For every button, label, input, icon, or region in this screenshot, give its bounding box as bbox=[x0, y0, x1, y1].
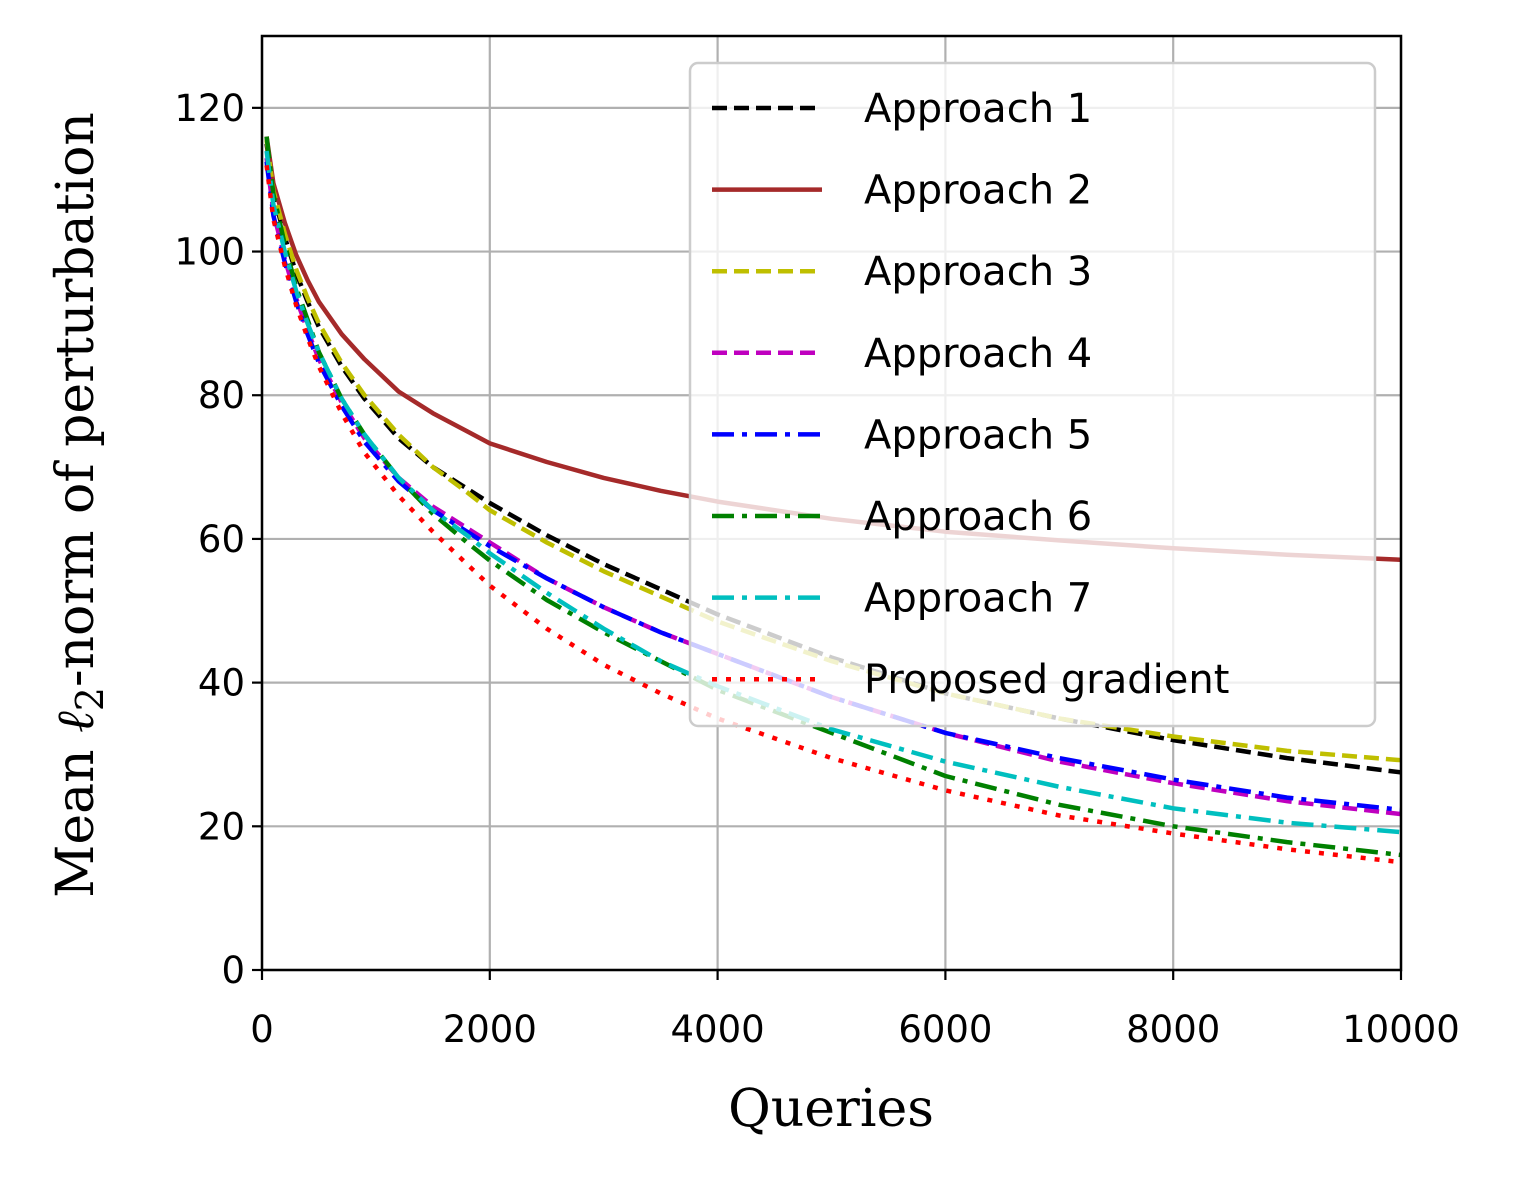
legend-box bbox=[688, 61, 1377, 728]
y-tick-label: 0 bbox=[221, 949, 245, 992]
series-line-proposed-gradient bbox=[264, 165, 1402, 865]
x-tick-label: 2000 bbox=[443, 1008, 537, 1051]
series-line-approach-7 bbox=[264, 150, 1402, 835]
y-tick-label: 80 bbox=[198, 374, 245, 417]
plot-frame bbox=[260, 34, 1403, 972]
x-tick-label: 4000 bbox=[671, 1008, 765, 1051]
x-tick-label: 8000 bbox=[1126, 1008, 1220, 1051]
series-line-approach-6 bbox=[264, 136, 1402, 858]
x-tick-label: 10000 bbox=[1342, 1008, 1460, 1051]
series-line-approach-4 bbox=[264, 157, 1402, 817]
y-tick-label: 40 bbox=[198, 662, 245, 705]
legend-label: Approach 7 bbox=[864, 576, 1092, 622]
y-axis-title: Mean ℓ2-norm of perturbation bbox=[46, 112, 112, 898]
legend-label: Approach 4 bbox=[864, 331, 1092, 377]
legend-label: Approach 1 bbox=[864, 86, 1092, 132]
legend-label: Proposed gradient bbox=[864, 657, 1229, 703]
legend: Approach 1 Approach 2 Approach 3 Approach 4… bbox=[688, 61, 1377, 728]
legend-label: Approach 3 bbox=[864, 249, 1092, 295]
y-tick-label: 120 bbox=[174, 87, 245, 130]
y-tick-label: 20 bbox=[198, 805, 245, 848]
x-axis-title: Queries bbox=[728, 1079, 934, 1139]
x-tick-label: 6000 bbox=[898, 1008, 992, 1051]
axis-ticks: 0 2000 4000 6000 8000 10000 0 20 40 60 80 100 120 bbox=[174, 87, 1459, 1051]
x-tick-label: 0 bbox=[250, 1008, 274, 1051]
y-tick-label: 60 bbox=[198, 518, 245, 561]
legend-label: Approach 2 bbox=[864, 168, 1092, 214]
legend-label: Approach 5 bbox=[864, 412, 1092, 458]
legend-label: Approach 6 bbox=[864, 494, 1092, 540]
y-tick-label: 100 bbox=[174, 231, 245, 274]
